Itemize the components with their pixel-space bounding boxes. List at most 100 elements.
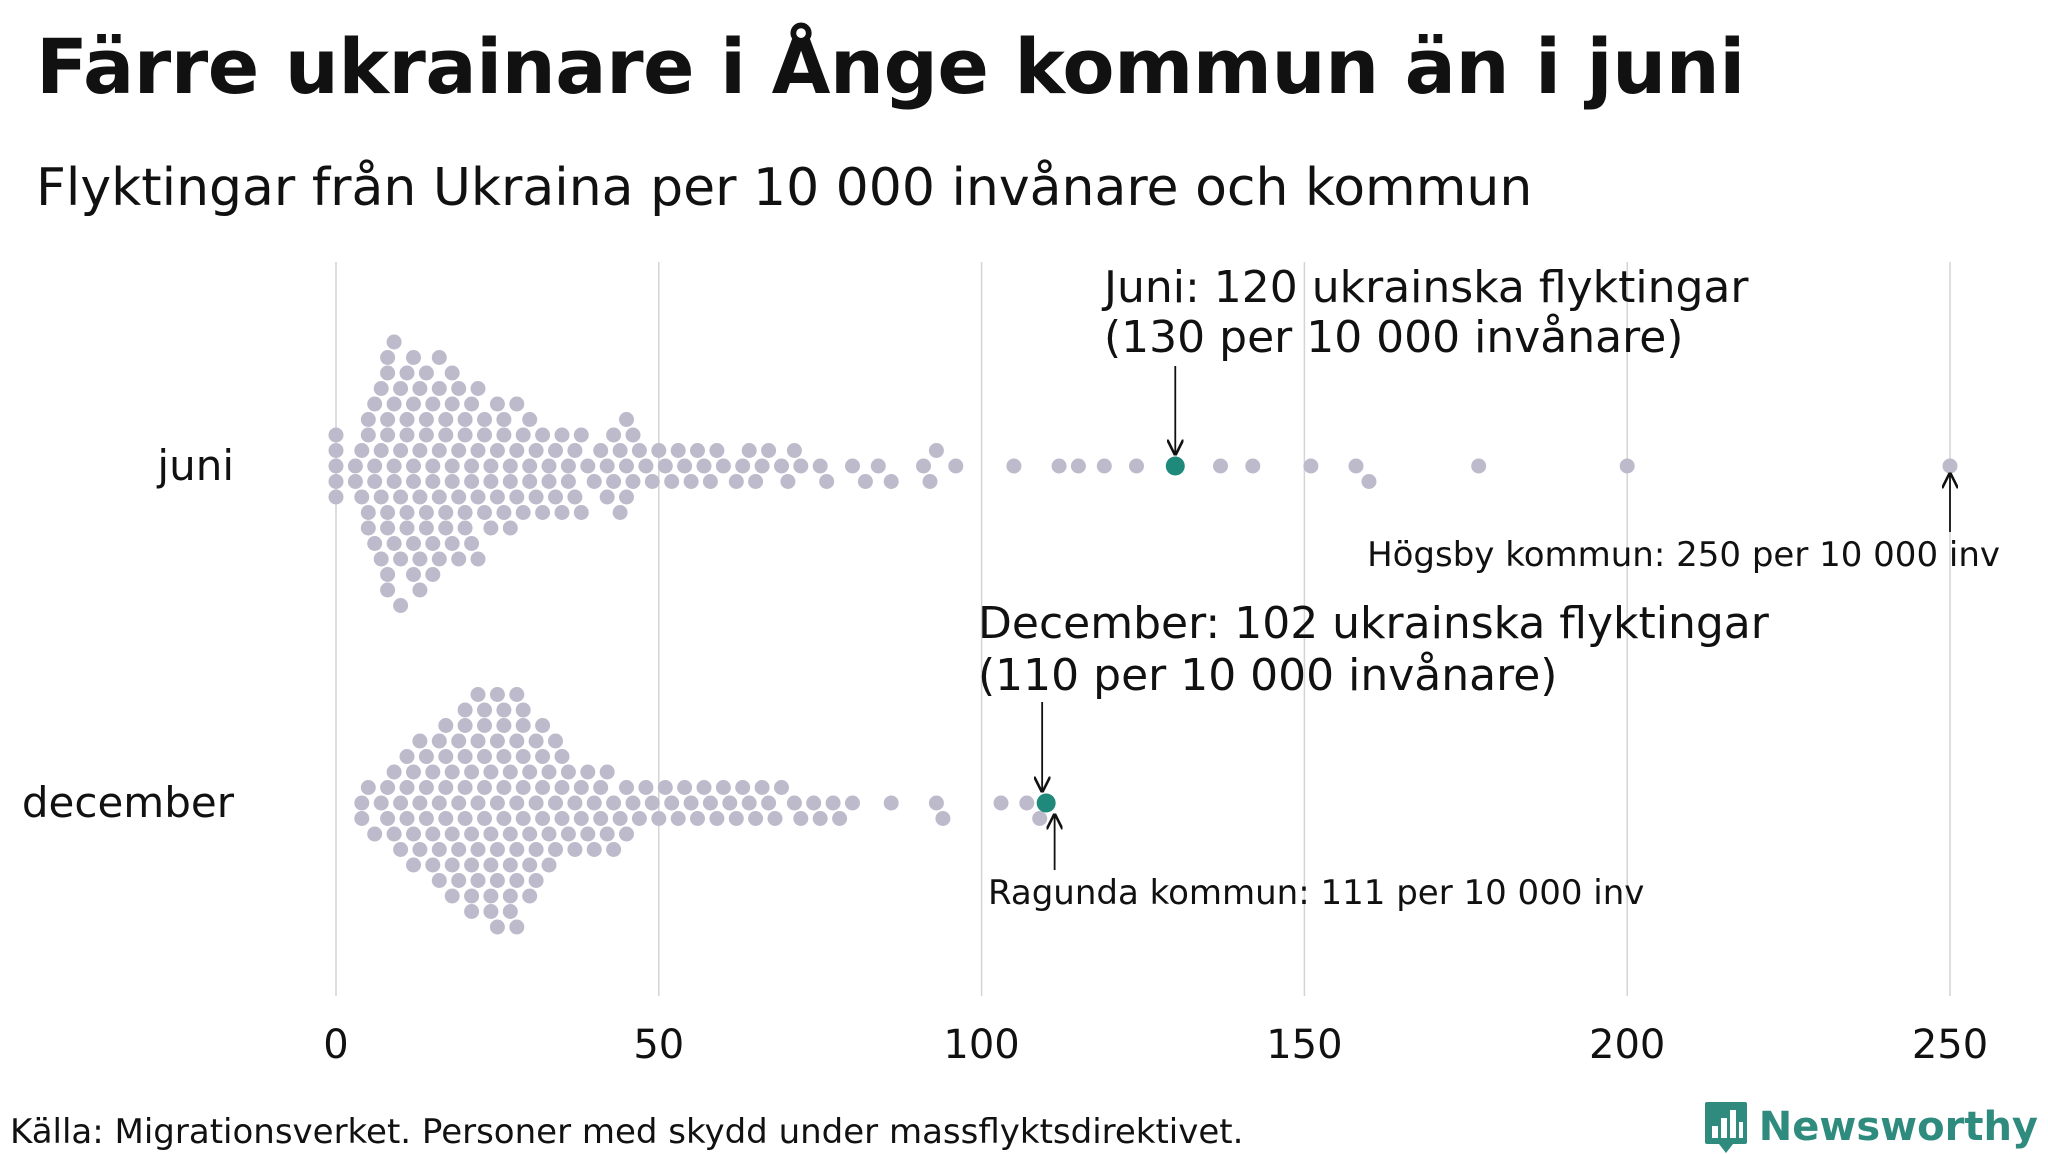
data-point bbox=[509, 873, 525, 888]
data-point bbox=[354, 811, 370, 826]
data-point bbox=[380, 567, 396, 582]
data-point bbox=[554, 749, 570, 764]
bar-chart-speech-bubble-icon bbox=[1704, 1102, 1747, 1153]
data-point bbox=[470, 795, 486, 811]
data-point bbox=[347, 458, 363, 474]
data-point bbox=[619, 458, 634, 474]
data-point bbox=[367, 826, 383, 842]
data-point bbox=[451, 842, 467, 857]
data-point bbox=[425, 826, 441, 842]
data-point bbox=[786, 443, 802, 458]
data-point bbox=[1348, 458, 1364, 474]
data-point bbox=[367, 536, 383, 551]
data-point bbox=[360, 427, 376, 443]
data-point bbox=[399, 780, 415, 795]
annotation-juni-line1: Juni: 120 ukrainska flyktingar bbox=[1101, 262, 1749, 313]
data-point bbox=[832, 811, 848, 826]
data-point bbox=[380, 427, 396, 443]
data-point bbox=[444, 764, 460, 780]
data-point bbox=[444, 857, 460, 873]
data-point bbox=[509, 443, 525, 458]
data-point bbox=[573, 427, 589, 443]
data-point bbox=[509, 795, 525, 811]
data-point bbox=[418, 520, 434, 536]
data-point bbox=[399, 520, 415, 536]
data-point bbox=[444, 826, 460, 842]
data-point bbox=[573, 505, 589, 520]
data-point bbox=[593, 811, 609, 826]
data-point bbox=[696, 458, 712, 474]
data-point bbox=[483, 458, 499, 474]
data-point bbox=[599, 826, 615, 842]
data-point bbox=[567, 489, 583, 505]
category-label: december bbox=[22, 778, 235, 827]
data-point bbox=[489, 687, 505, 702]
data-point bbox=[670, 811, 686, 826]
data-point bbox=[528, 443, 544, 458]
data-point bbox=[735, 458, 751, 474]
data-point bbox=[431, 443, 447, 458]
data-point bbox=[1019, 795, 1035, 811]
data-point bbox=[489, 733, 505, 749]
data-point bbox=[812, 458, 828, 474]
data-point bbox=[677, 458, 693, 474]
data-point bbox=[373, 489, 389, 505]
annotation-juni-line2: (130 per 10 000 invånare) bbox=[1104, 312, 1683, 363]
data-point bbox=[509, 733, 525, 749]
data-point bbox=[470, 733, 486, 749]
data-point bbox=[522, 458, 538, 474]
data-point bbox=[418, 780, 434, 795]
data-point bbox=[1051, 458, 1067, 474]
data-point bbox=[438, 505, 454, 520]
data-point bbox=[470, 842, 486, 857]
data-point bbox=[380, 780, 396, 795]
data-point bbox=[444, 536, 460, 551]
data-point bbox=[728, 474, 744, 489]
data-point bbox=[612, 505, 628, 520]
data-point bbox=[393, 489, 409, 505]
data-point bbox=[464, 888, 480, 904]
data-point bbox=[664, 474, 680, 489]
data-point bbox=[702, 474, 718, 489]
data-point bbox=[528, 795, 544, 811]
data-point bbox=[948, 458, 964, 474]
data-point bbox=[464, 857, 480, 873]
data-point bbox=[483, 764, 499, 780]
data-point bbox=[1303, 458, 1319, 474]
data-point bbox=[515, 718, 531, 733]
data-point bbox=[560, 764, 576, 780]
data-point bbox=[328, 443, 344, 458]
data-point bbox=[677, 780, 693, 795]
data-point bbox=[489, 489, 505, 505]
data-point bbox=[477, 412, 492, 427]
data-point bbox=[606, 427, 622, 443]
data-point bbox=[425, 857, 441, 873]
data-point bbox=[380, 350, 396, 365]
data-point bbox=[386, 764, 402, 780]
data-point bbox=[1129, 458, 1144, 474]
data-point bbox=[477, 749, 492, 764]
data-point bbox=[522, 764, 538, 780]
data-point bbox=[438, 718, 454, 733]
data-point bbox=[386, 826, 402, 842]
data-point bbox=[793, 458, 809, 474]
data-point bbox=[560, 458, 576, 474]
data-point bbox=[470, 873, 486, 888]
data-point bbox=[806, 795, 822, 811]
data-point bbox=[748, 811, 764, 826]
data-point bbox=[431, 733, 447, 749]
data-point bbox=[586, 474, 602, 489]
data-point bbox=[580, 458, 596, 474]
data-point bbox=[754, 458, 770, 474]
data-point bbox=[489, 396, 505, 412]
data-point bbox=[477, 780, 492, 795]
data-point bbox=[928, 443, 944, 458]
data-point bbox=[399, 811, 415, 826]
data-point bbox=[554, 811, 570, 826]
data-point bbox=[457, 702, 473, 718]
data-point bbox=[393, 551, 409, 567]
annotation-ragunda: Ragunda kommun: 111 per 10 000 inv bbox=[988, 873, 1644, 913]
data-point bbox=[399, 505, 415, 520]
data-point bbox=[612, 443, 628, 458]
data-point bbox=[464, 826, 480, 842]
